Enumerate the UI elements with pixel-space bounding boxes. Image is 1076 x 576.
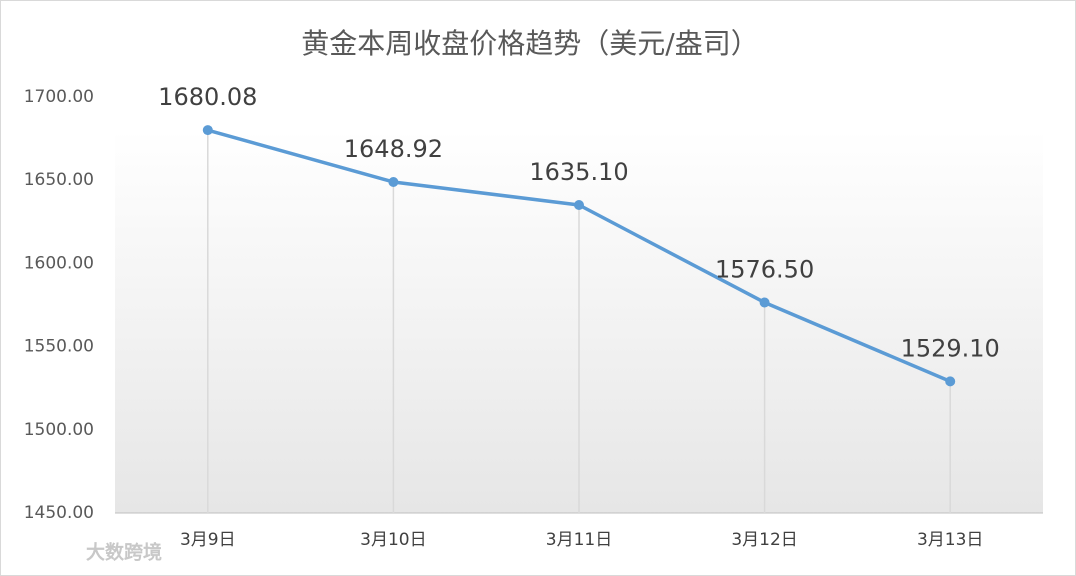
data-point bbox=[388, 176, 399, 187]
y-tick-label: 1600.00 bbox=[24, 253, 94, 273]
y-tick-label: 1700.00 bbox=[24, 87, 94, 107]
x-tick-label: 3月11日 bbox=[546, 530, 612, 550]
y-tick-label: 1500.00 bbox=[24, 420, 94, 440]
data-point bbox=[574, 199, 584, 210]
x-tick-label: 3月10日 bbox=[360, 530, 426, 550]
y-tick-label: 1450.00 bbox=[24, 503, 94, 523]
data-label: 1529.10 bbox=[901, 334, 1000, 362]
x-tick-label: 3月12日 bbox=[731, 530, 797, 550]
y-tick-label: 1550.00 bbox=[24, 337, 94, 357]
data-point bbox=[759, 297, 770, 308]
y-tick-label: 1650.00 bbox=[24, 170, 94, 190]
data-label: 1648.92 bbox=[344, 135, 443, 163]
data-point bbox=[202, 125, 213, 136]
data-label: 1576.50 bbox=[715, 256, 814, 284]
chart-title: 黄金本周收盘价格趋势（美元/盎司） bbox=[301, 27, 758, 60]
data-point bbox=[945, 376, 956, 387]
data-label: 1635.10 bbox=[529, 158, 628, 186]
watermark: 大数跨境 bbox=[86, 541, 162, 564]
x-tick-label: 3月13日 bbox=[917, 530, 983, 550]
data-label: 1680.08 bbox=[158, 83, 257, 111]
x-tick-label: 3月9日 bbox=[180, 530, 236, 550]
